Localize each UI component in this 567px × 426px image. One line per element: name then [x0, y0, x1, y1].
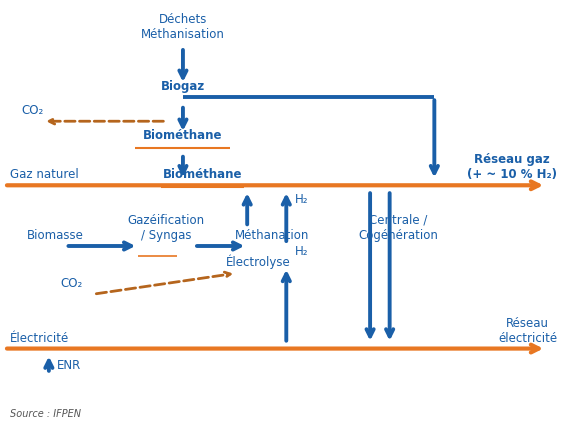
Text: Centrale /
Cogénération: Centrale / Cogénération [358, 213, 438, 242]
Text: Source : IFPEN: Source : IFPEN [10, 408, 81, 417]
Text: Gazéification
/ Syngas: Gazéification / Syngas [128, 213, 205, 242]
Text: Biométhane: Biométhane [163, 168, 242, 181]
Text: H₂: H₂ [295, 244, 308, 257]
Text: CO₂: CO₂ [60, 276, 82, 289]
Text: Biométhane: Biométhane [143, 129, 223, 142]
Text: Électrolyse: Électrolyse [226, 254, 291, 268]
Text: Électricité: Électricité [10, 331, 69, 344]
Text: ENR: ENR [57, 358, 82, 371]
Text: Réseau
électricité: Réseau électricité [498, 316, 557, 344]
Text: H₂: H₂ [295, 193, 308, 206]
Text: CO₂: CO₂ [21, 104, 43, 117]
Text: Biogaz: Biogaz [161, 80, 205, 93]
Text: Réseau gaz
(+ ~ 10 % H₂): Réseau gaz (+ ~ 10 % H₂) [467, 153, 557, 181]
Text: Biomasse: Biomasse [27, 228, 83, 242]
Text: Méthanation: Méthanation [235, 228, 310, 242]
Text: Gaz naturel: Gaz naturel [10, 168, 78, 181]
Text: Déchets
Méthanisation: Déchets Méthanisation [141, 13, 225, 41]
